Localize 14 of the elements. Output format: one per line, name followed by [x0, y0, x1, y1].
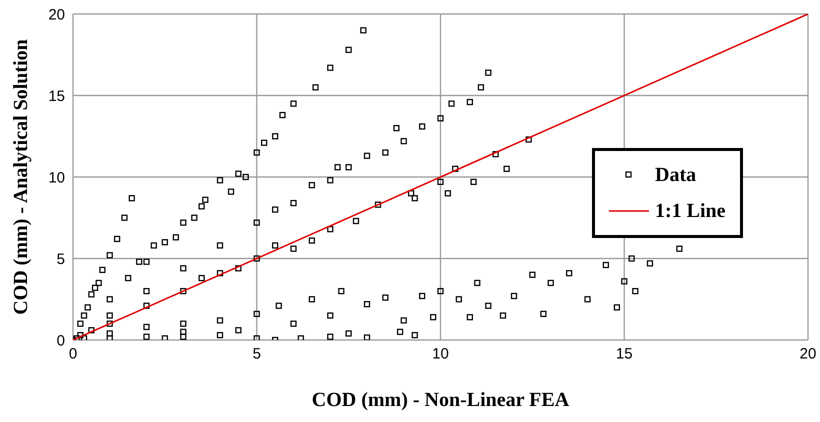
y-axis-title: COD (mm) - Analytical Solution	[10, 39, 32, 315]
y-tick-label: 5	[56, 250, 65, 268]
x-tick-label: 0	[68, 346, 78, 363]
x-tick-label: 15	[616, 346, 633, 363]
x-axis-title: COD (mm) - Non-Linear FEA	[312, 389, 570, 411]
y-tick-label: 10	[48, 169, 65, 186]
x-tick-label: 20	[800, 346, 816, 363]
x-tick-label: 5	[252, 346, 261, 363]
y-tick-label: 0	[56, 332, 65, 350]
y-tick-label: 20	[48, 6, 65, 24]
y-tick-label: 15	[48, 88, 65, 105]
x-tick-label: 10	[432, 346, 449, 363]
legend-label: 1:1 Line	[655, 200, 726, 222]
legend-label: Data	[655, 164, 696, 186]
